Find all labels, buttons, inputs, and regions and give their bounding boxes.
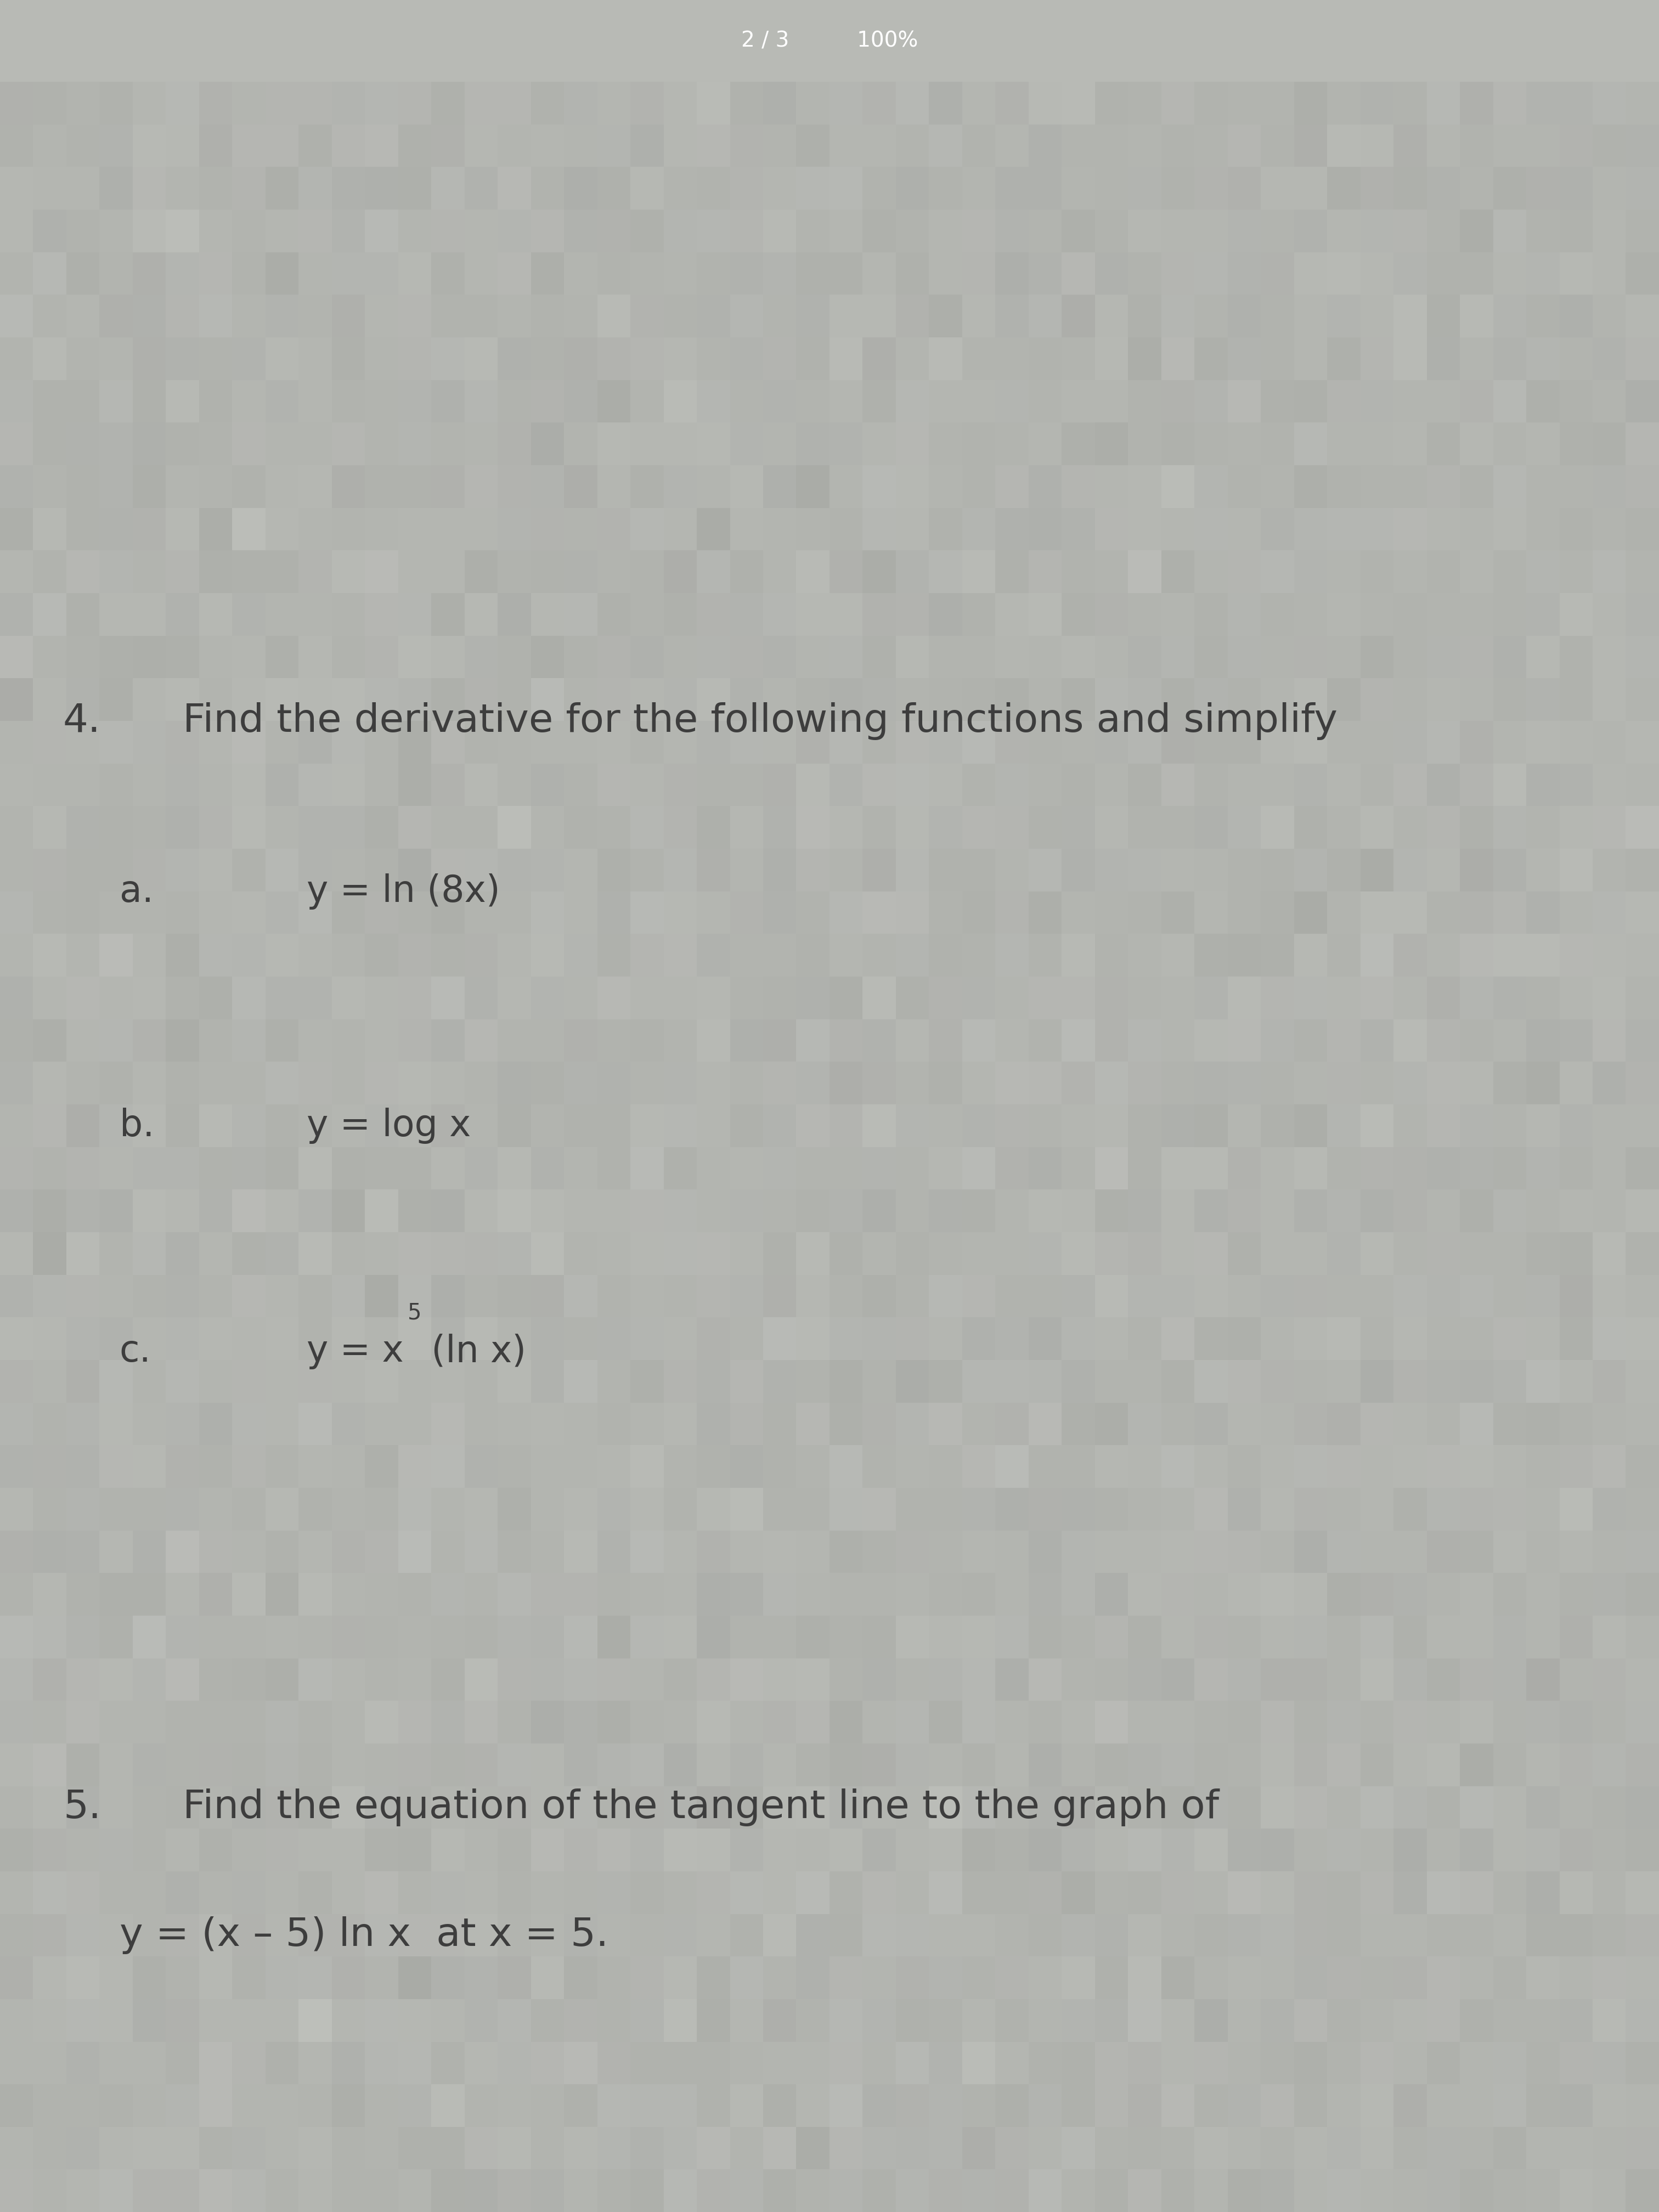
Text: y = x: y = x <box>307 1334 403 1369</box>
Text: Find the equation of the tangent line to the graph of: Find the equation of the tangent line to… <box>182 1787 1219 1827</box>
Text: 2 / 3          100%: 2 / 3 100% <box>742 31 917 51</box>
Text: y = (x – 5) ln x  at x = 5.: y = (x – 5) ln x at x = 5. <box>119 1916 609 1953</box>
Text: b.: b. <box>119 1108 154 1144</box>
Text: a.: a. <box>119 874 154 909</box>
Text: 5.: 5. <box>63 1787 101 1827</box>
Text: Find the derivative for the following functions and simplify: Find the derivative for the following fu… <box>182 701 1337 739</box>
Text: y = log x: y = log x <box>307 1108 471 1144</box>
Text: 4.: 4. <box>63 701 101 739</box>
Text: (ln x): (ln x) <box>420 1334 526 1369</box>
Text: c.: c. <box>119 1334 151 1369</box>
Text: 5: 5 <box>408 1303 421 1325</box>
Text: y = ln (8x): y = ln (8x) <box>307 874 501 909</box>
